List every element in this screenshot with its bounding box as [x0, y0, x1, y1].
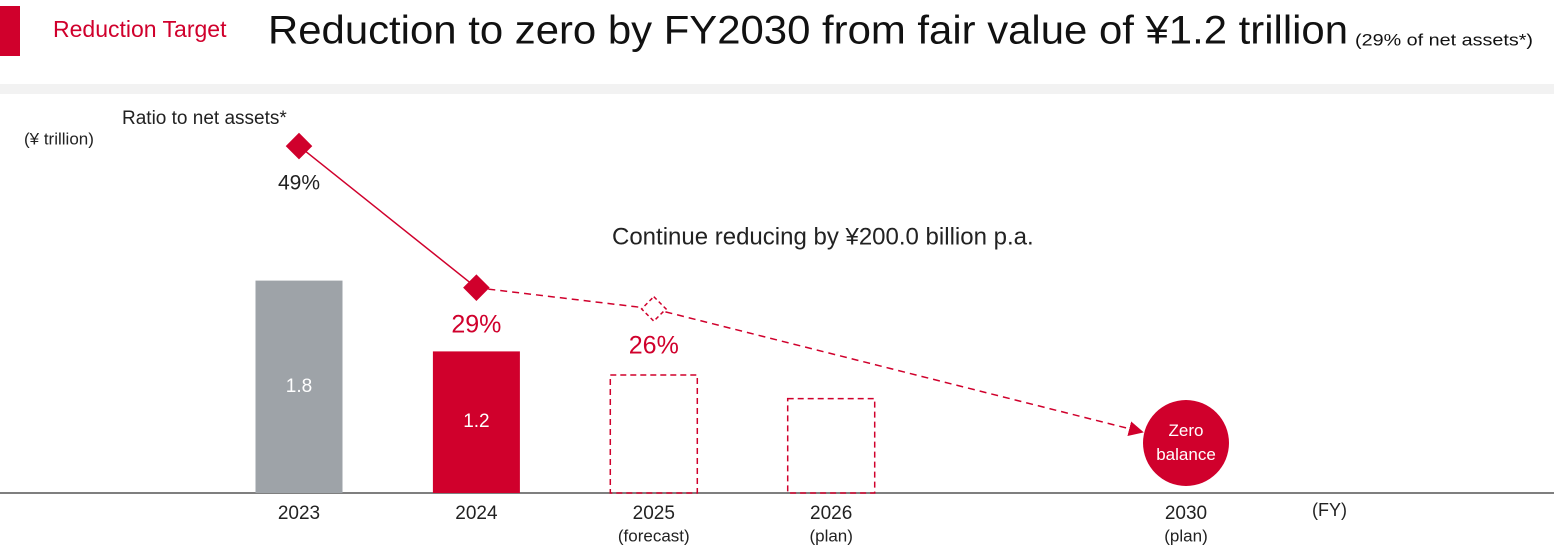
x-tick-label: 2024 [455, 503, 498, 524]
ratio-label: Ratio to net assets* [122, 108, 287, 129]
ratio-marker [640, 295, 668, 323]
x-tick-label: 2026 [810, 503, 852, 524]
y-axis-label: (¥ trillion) [24, 129, 94, 148]
bar [255, 280, 343, 493]
section-label: Reduction Target [53, 16, 227, 42]
ratio-marker [463, 274, 490, 301]
header-divider [0, 84, 1554, 94]
bar [609, 374, 699, 494]
ratio-marker [285, 132, 313, 160]
header-accent [0, 6, 20, 56]
bar [786, 397, 876, 494]
ratio-value-label: 26% [629, 332, 679, 360]
x-axis-label: (FY) [1312, 500, 1347, 520]
zero-balance-marker [1143, 400, 1229, 486]
x-tick-note: (plan) [809, 526, 852, 545]
x-tick-label: 2023 [278, 503, 320, 524]
bar-value-label: 1.8 [286, 376, 312, 397]
x-tick-note: (plan) [1164, 526, 1207, 545]
ratio-line [298, 145, 477, 289]
annotation: Continue reducing by ¥200.0 billion p.a. [612, 223, 1034, 250]
chart-subtitle: (29% of net assets*) [1355, 30, 1533, 49]
trend-arrow [653, 308, 1144, 436]
x-tick-note: (forecast) [618, 526, 690, 545]
ratio-value-label: 29% [451, 310, 501, 338]
bar [432, 351, 520, 493]
ratio-value-label: 49% [278, 172, 320, 195]
ratio-line [476, 286, 654, 310]
end-label: Zero balance [1156, 421, 1216, 464]
bar-value-label: 1.2 [463, 411, 489, 432]
chart-title: Reduction to zero by FY2030 from fair va… [268, 9, 1348, 53]
x-tick-label: 2025 [633, 503, 675, 524]
x-tick-label: 2030 [1165, 503, 1207, 524]
